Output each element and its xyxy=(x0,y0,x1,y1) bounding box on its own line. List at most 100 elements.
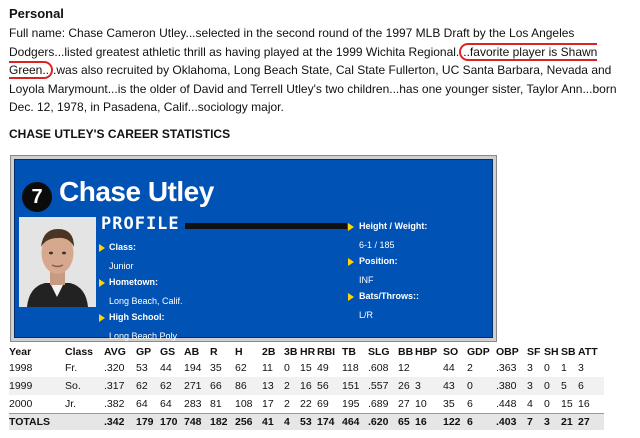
table-cell: 66 xyxy=(210,377,235,395)
column-header: OBP xyxy=(496,345,519,358)
table-cell: 4 xyxy=(527,398,533,410)
table-cell: 6 xyxy=(467,398,473,410)
totals-row: TOTALS .342 179 170 748 182 256 41 4 53 174 464.620… xyxy=(9,413,604,430)
table-cell: 0 xyxy=(544,398,550,410)
table-cell: 6 xyxy=(467,413,496,430)
class-value: Junior xyxy=(109,261,134,271)
table-cell: 3 xyxy=(415,377,443,395)
column-header: H xyxy=(235,345,243,358)
table-cell: 12 xyxy=(398,362,410,374)
column-header: Year xyxy=(9,345,32,358)
column-header: RBI xyxy=(317,345,336,358)
column-header: HBP xyxy=(415,345,438,358)
arrow-icon xyxy=(348,223,354,231)
table-cell: 3 xyxy=(544,413,561,430)
table-cell: 21 xyxy=(561,413,578,430)
table-cell: .448 xyxy=(496,398,517,410)
profile-card-panel: 7 Chase Utley PROFILE Class: Junior Home… xyxy=(14,159,493,341)
career-stats-table: Year Class AVG GP GS AB R H 2B 3B HR RBI TB SLG BB HBP S… xyxy=(9,344,604,430)
column-header: HR xyxy=(300,345,316,358)
player-portrait-image xyxy=(19,217,96,307)
table-cell: 3 xyxy=(578,362,584,374)
column-header: ATT xyxy=(578,345,598,358)
column-header: SO xyxy=(443,345,459,358)
table-cell: 0 xyxy=(284,362,290,374)
table-cell: 179 xyxy=(136,413,160,430)
table-cell: Fr. xyxy=(65,362,78,374)
column-header: TB xyxy=(342,345,356,358)
column-header: SLG xyxy=(368,345,390,358)
table-cell: 283 xyxy=(184,398,202,410)
table-cell: 27 xyxy=(398,398,410,410)
table-cell: .380 xyxy=(496,377,527,395)
column-header: SB xyxy=(561,345,576,358)
table-cell: 62 xyxy=(136,377,160,395)
column-header: R xyxy=(210,345,218,358)
table-cell: 6 xyxy=(578,377,604,395)
table-cell: 22 xyxy=(300,398,312,410)
table-cell: 26 xyxy=(398,377,415,395)
profile-divider-bar xyxy=(185,223,347,229)
table-cell: 464 xyxy=(342,413,368,430)
column-header: AVG xyxy=(104,345,126,358)
arrow-icon xyxy=(99,244,105,252)
table-cell: 44 xyxy=(160,362,172,374)
arrow-icon xyxy=(99,279,105,287)
table-cell: 2000 xyxy=(9,398,33,410)
table-cell: 0 xyxy=(467,377,496,395)
player-name: Chase Utley xyxy=(59,176,214,207)
bio-paragraph: Full name: Chase Cameron Utley...selecte… xyxy=(9,24,631,117)
hometown-value: Long Beach, Calif. xyxy=(109,296,183,306)
table-cell: 174 xyxy=(317,413,342,430)
table-cell: 151 xyxy=(342,377,368,395)
table-cell: 271 xyxy=(184,377,210,395)
column-header: SF xyxy=(527,345,541,358)
arrow-icon xyxy=(348,258,354,266)
table-cell: 108 xyxy=(235,398,253,410)
table-cell: 62 xyxy=(235,362,247,374)
table-cell: TOTALS xyxy=(9,413,65,430)
table-cell: 62 xyxy=(160,377,184,395)
column-header: GS xyxy=(160,345,176,358)
table-cell: 0 xyxy=(544,362,550,374)
table-cell: .557 xyxy=(368,377,398,395)
column-header: GP xyxy=(136,345,152,358)
table-cell: 53 xyxy=(300,413,317,430)
column-header: Class xyxy=(65,345,94,358)
table-cell: 16 xyxy=(300,377,317,395)
table-cell: .317 xyxy=(104,377,136,395)
table-cell: 15 xyxy=(561,398,573,410)
table-cell: 170 xyxy=(160,413,184,430)
table-cell: 182 xyxy=(210,413,235,430)
table-cell: 43 xyxy=(443,377,467,395)
table-cell: .403 xyxy=(496,413,527,430)
bio-text-before: Full name: Chase Cameron Utley...selecte… xyxy=(9,26,575,59)
arrow-icon xyxy=(99,314,105,322)
class-label: Class: xyxy=(109,242,137,252)
bats-throws-value: L/R xyxy=(359,310,374,320)
table-cell: 16 xyxy=(415,413,443,430)
height-weight-value: 6-1 / 185 xyxy=(359,240,395,250)
high-school-label: High School: xyxy=(109,312,165,322)
table-cell xyxy=(415,359,443,377)
table-cell: 0 xyxy=(544,377,561,395)
table-cell: 65 xyxy=(398,413,415,430)
table-cell: .363 xyxy=(496,362,517,374)
table-cell: 118 xyxy=(342,362,359,374)
table-cell: 64 xyxy=(136,398,148,410)
table-cell: 56 xyxy=(317,377,342,395)
table-cell: 2 xyxy=(284,398,290,410)
table-cell: 17 xyxy=(262,398,274,410)
table-cell: 2 xyxy=(467,362,473,374)
table-cell: 256 xyxy=(235,413,262,430)
table-cell: 69 xyxy=(317,398,329,410)
table-cell: 81 xyxy=(210,398,222,410)
table-cell: 122 xyxy=(443,413,467,430)
height-weight-label: Height / Weight: xyxy=(359,221,428,231)
table-cell: 35 xyxy=(443,398,455,410)
table-cell: 64 xyxy=(160,398,172,410)
table-cell: 44 xyxy=(443,362,455,374)
table-cell: 15 xyxy=(300,362,312,374)
arrow-icon xyxy=(348,293,354,301)
highlighted-fact: ..favorite player is Shawn Green.. xyxy=(9,42,598,79)
